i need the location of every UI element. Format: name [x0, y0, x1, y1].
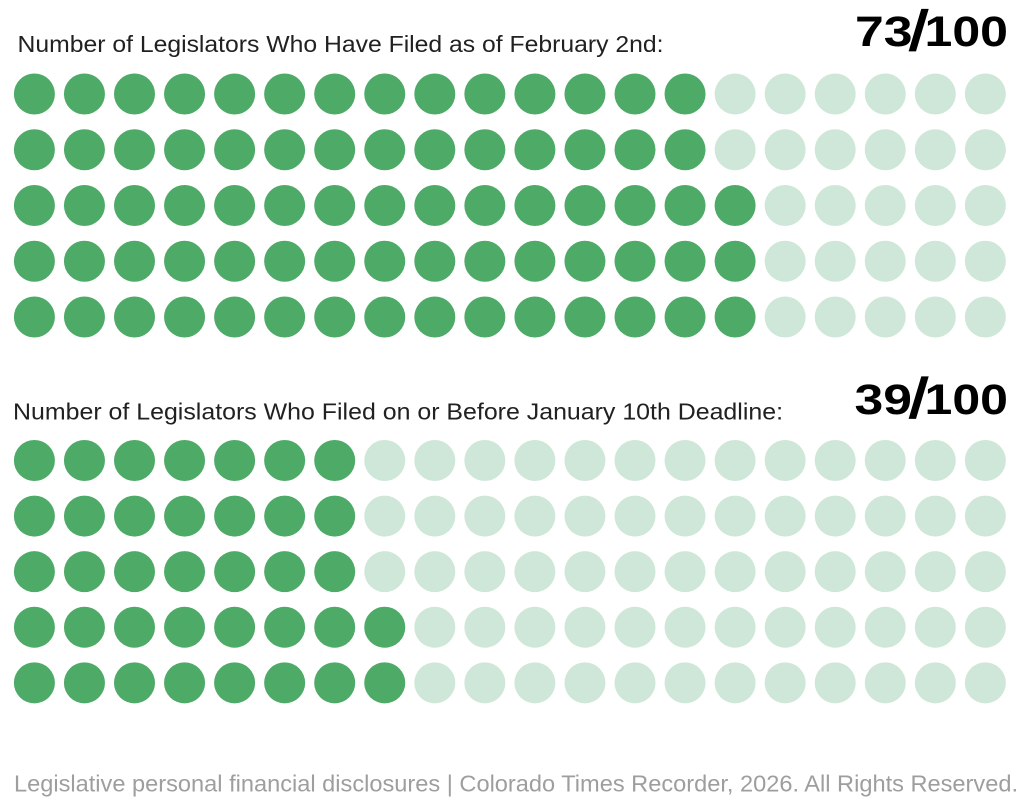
svg-text:39: 39 [855, 376, 913, 424]
svg-text:Legislative personal financial: Legislative personal financial disclosur… [14, 771, 1018, 797]
svg-text:73: 73 [855, 8, 913, 56]
svg-text:Number of Legislators Who File: Number of Legislators Who Filed on or Be… [13, 399, 783, 425]
svg-text:100: 100 [925, 8, 1009, 56]
svg-text:Number of Legislators Who Have: Number of Legislators Who Have Filed as … [18, 31, 664, 57]
svg-text:100: 100 [925, 376, 1009, 424]
